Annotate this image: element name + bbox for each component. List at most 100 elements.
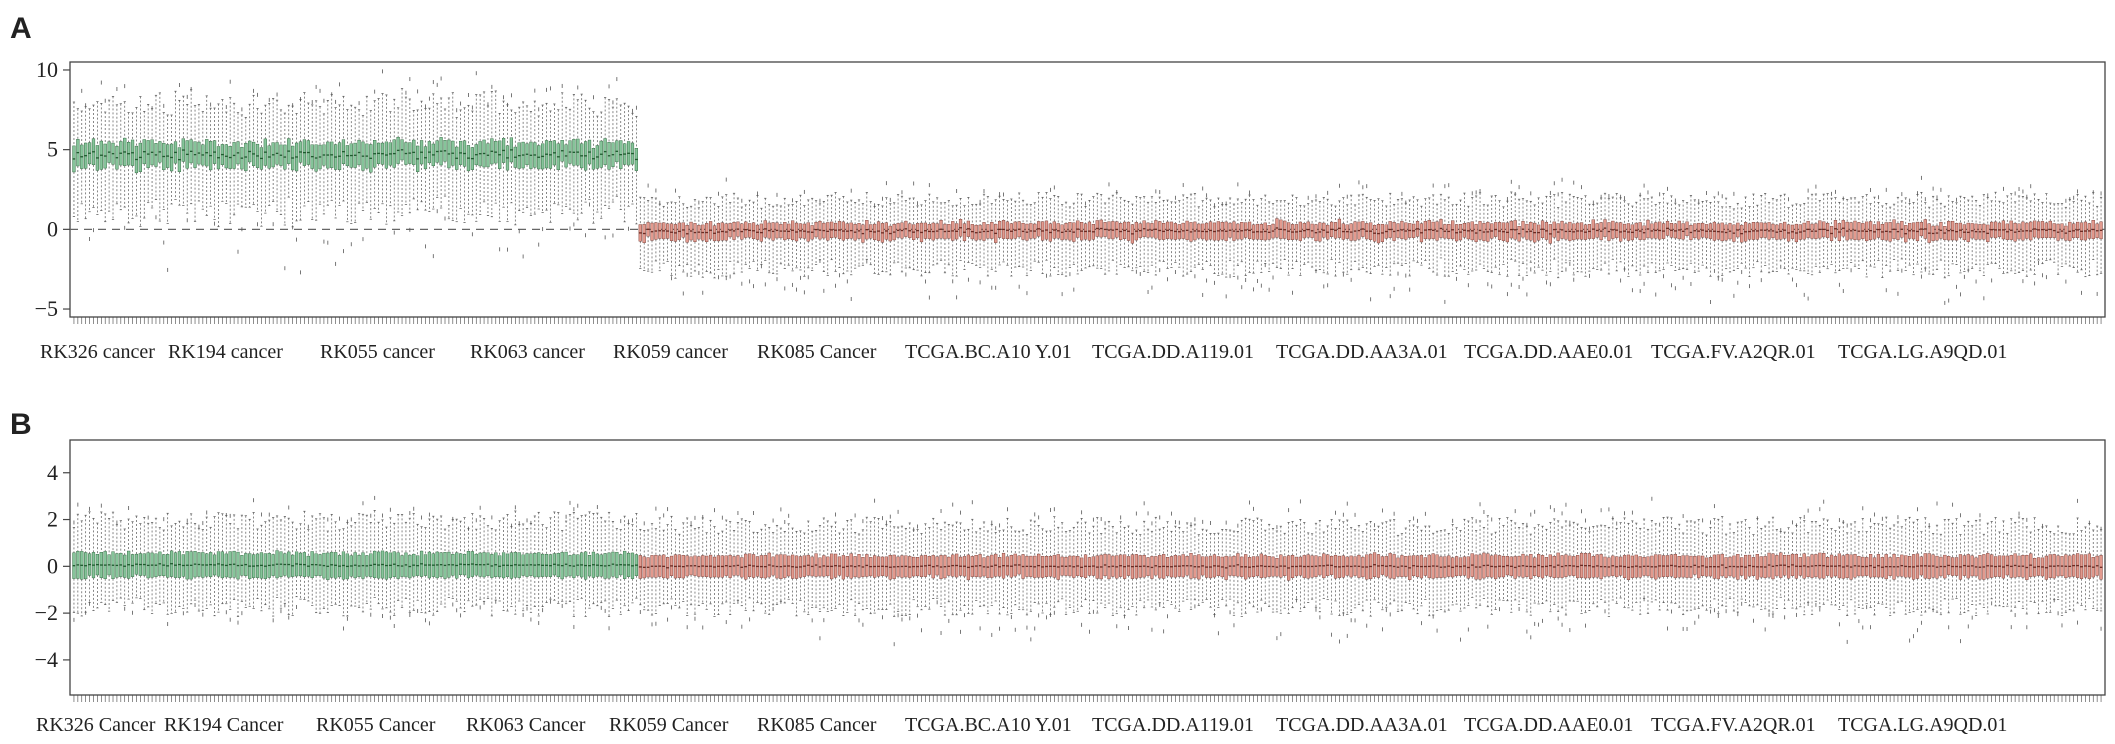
box: [1060, 204, 1064, 297]
box: [1611, 196, 1615, 260]
panel-a-plot-frame: [69, 61, 2106, 318]
box: [2001, 186, 2006, 274]
box: [1849, 197, 1853, 273]
box: [1083, 201, 1088, 269]
box: [837, 198, 842, 278]
box: [978, 199, 982, 285]
box: [634, 105, 638, 225]
box: [888, 197, 892, 276]
box: [744, 204, 748, 265]
box: [283, 112, 287, 271]
box: [1693, 199, 1697, 273]
box: [1419, 205, 1424, 266]
box: [755, 191, 760, 271]
box: [802, 189, 806, 295]
box: [291, 521, 295, 616]
box: [654, 188, 658, 262]
box: [1544, 195, 1549, 285]
box: [1435, 203, 1439, 276]
box: [1466, 205, 1470, 288]
box: [748, 199, 752, 284]
box: [1974, 200, 1978, 284]
box: [1619, 194, 1623, 283]
box: [1314, 194, 1318, 274]
y-tick-label: 0: [47, 216, 58, 241]
box: [177, 82, 182, 206]
box: [334, 99, 338, 266]
box: [298, 523, 303, 600]
box: [841, 196, 845, 275]
box: [345, 109, 349, 223]
box: [1802, 202, 1806, 297]
box: [552, 103, 556, 205]
box: [849, 188, 853, 302]
box: [1162, 199, 1166, 262]
box: [1298, 205, 1302, 276]
box: [1146, 201, 1150, 294]
box: [1454, 203, 1459, 281]
box: [408, 77, 412, 232]
box: [861, 203, 865, 266]
box: [1732, 191, 1736, 298]
box: [935, 197, 939, 265]
box: [2025, 194, 2029, 277]
box: [966, 197, 970, 282]
box: [892, 202, 896, 264]
box: [501, 95, 506, 208]
box: [1642, 183, 1646, 286]
box: [205, 95, 209, 216]
box: [1361, 185, 1365, 268]
box: [1712, 196, 1716, 273]
box: [576, 85, 580, 221]
box: [1412, 196, 1416, 262]
box: [1326, 190, 1330, 288]
box: [1822, 193, 1826, 267]
box: [1287, 202, 1291, 276]
box: [1783, 193, 1787, 270]
box: [2005, 195, 2009, 274]
box: [1576, 197, 1580, 273]
box: [1833, 189, 1838, 274]
box: [84, 103, 88, 220]
box: [1115, 189, 1119, 275]
box: [134, 107, 139, 217]
box: [252, 88, 256, 205]
box: [294, 528, 299, 610]
box: [1923, 197, 1927, 272]
box: [1044, 192, 1049, 278]
box: [1892, 203, 1896, 260]
box: [915, 201, 920, 271]
box: [2048, 202, 2052, 261]
box: [1513, 192, 1517, 262]
box: [439, 76, 443, 209]
box: [1579, 185, 1584, 273]
box: [447, 97, 451, 220]
box: [72, 520, 76, 622]
box: [1349, 194, 1353, 282]
box: [2017, 187, 2021, 273]
box: [1814, 184, 1818, 267]
box: [212, 107, 217, 226]
box: [80, 88, 84, 205]
box: [2087, 202, 2091, 276]
box: [216, 512, 221, 613]
box: [1646, 190, 1650, 274]
box: [1337, 183, 1342, 263]
box: [1564, 201, 1568, 272]
box: [1665, 186, 1670, 264]
box: [220, 513, 224, 605]
box: [1689, 195, 1693, 287]
box: [154, 517, 158, 604]
box: [1810, 193, 1814, 276]
box: [142, 517, 146, 611]
box: [2083, 195, 2088, 278]
box: [1330, 204, 1334, 260]
box: [1654, 204, 1658, 297]
box: [1896, 196, 1900, 296]
panel-a-xtick-label: RK055 cancer: [320, 341, 435, 363]
box: [1372, 200, 1377, 267]
box: [2029, 184, 2033, 271]
box: [302, 92, 306, 207]
box: [1021, 199, 1025, 268]
